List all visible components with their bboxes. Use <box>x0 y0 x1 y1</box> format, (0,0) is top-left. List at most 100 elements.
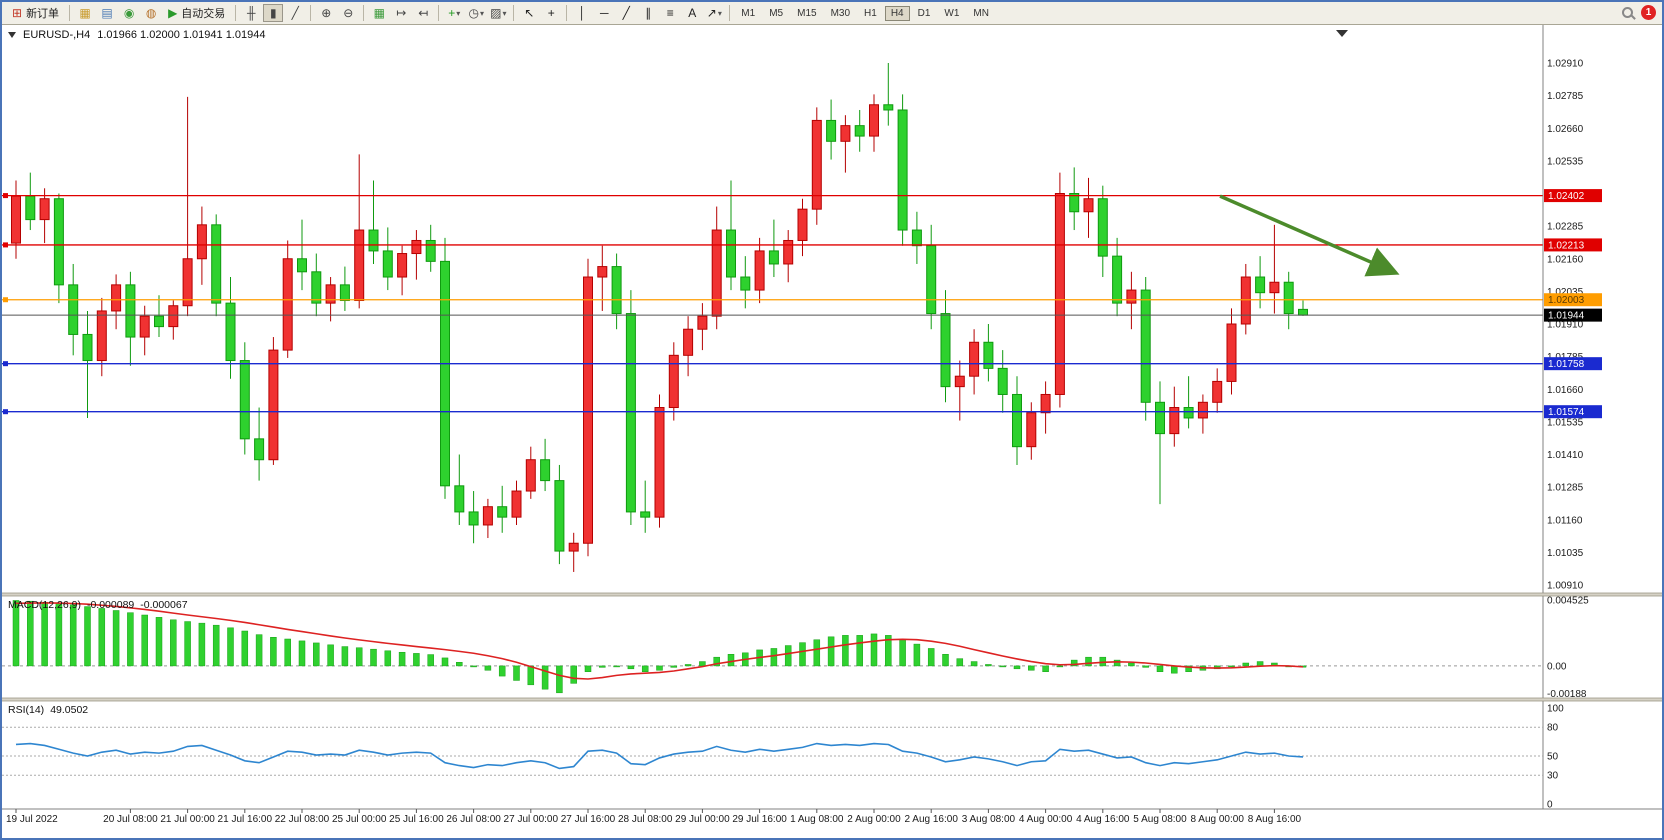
toolbar-separator <box>363 5 365 21</box>
candle <box>1140 277 1151 421</box>
trendline-icon[interactable]: ╱ <box>622 6 630 20</box>
candles <box>11 63 1308 572</box>
candle <box>1226 308 1237 395</box>
candle <box>854 109 865 152</box>
candle <box>82 310 93 418</box>
timeframe-m15-button[interactable]: M15 <box>797 7 817 19</box>
svg-text:1.00910: 1.00910 <box>1547 581 1584 592</box>
arrows-icon[interactable]: ↗ ▾ <box>706 6 722 20</box>
candle <box>397 245 408 296</box>
notification-badge[interactable]: 1 <box>1641 5 1656 20</box>
zoom-out-icon[interactable]: ⊖ <box>343 6 354 20</box>
horizontal-line-icon[interactable]: ─ <box>600 6 609 20</box>
svg-text:28 Jul 08:00: 28 Jul 08:00 <box>618 814 673 825</box>
bar-chart-icon[interactable]: ╫ <box>247 6 256 20</box>
candle <box>239 342 250 455</box>
candle <box>1026 402 1037 460</box>
hline-left-anchor <box>3 193 8 199</box>
toolbar-separator <box>310 5 312 21</box>
toolbar-separator <box>69 5 71 21</box>
auto-scroll-icon[interactable]: ↦ <box>396 6 407 20</box>
rsi-axis-labels: 100 80 50 30 0 <box>1547 704 1564 811</box>
fibonacci-icon[interactable]: ≡ <box>666 6 674 20</box>
candle <box>225 277 236 379</box>
candle <box>683 316 694 377</box>
candle <box>797 198 808 257</box>
price-tag <box>1544 189 1602 203</box>
chart-shift-marker[interactable] <box>1336 30 1348 37</box>
text-icon[interactable]: A <box>688 6 697 20</box>
svg-text:1.01574: 1.01574 <box>1548 407 1585 418</box>
auto-trading-button[interactable]: ▶ 自动交易 <box>162 3 231 23</box>
chart-shift-icon[interactable]: ↤ <box>418 6 429 20</box>
timeframe-m1-button[interactable]: M1 <box>741 7 756 19</box>
timeframe-m30-button[interactable]: M30 <box>830 7 851 19</box>
one-click-trading-toggle-icon[interactable] <box>8 32 16 38</box>
timeframe-h4-button[interactable]: H4 <box>884 5 910 21</box>
svg-text:1.01535: 1.01535 <box>1547 417 1584 428</box>
profiles-icon[interactable]: ▤ <box>101 6 113 20</box>
horizontal-lines <box>2 193 1543 415</box>
indicators-button[interactable]: + ▾ <box>448 6 461 20</box>
navigator-icon[interactable]: ◍ <box>145 6 157 20</box>
timeframe-d1-button[interactable]: D1 <box>917 7 931 19</box>
timeframe-mn-button[interactable]: MN <box>973 7 989 19</box>
candle <box>268 337 279 465</box>
svg-text:3 Aug 08:00: 3 Aug 08:00 <box>962 814 1016 825</box>
time-axis-labels: 19 Jul 2022 20 Jul 08:00 21 Jul 00:00 21 Ju… <box>6 809 1302 825</box>
trend-arrow-object[interactable] <box>1219 194 1400 277</box>
dropdown-arrow-icon: ▾ <box>717 8 722 18</box>
timeframe-m5-button[interactable]: M5 <box>769 7 784 19</box>
candle <box>11 180 21 259</box>
svg-text:1.02785: 1.02785 <box>1547 91 1584 102</box>
periods-button[interactable]: ◷ ▾ <box>468 6 485 20</box>
search-icon[interactable] <box>1622 7 1633 18</box>
svg-text:0.00: 0.00 <box>1547 661 1567 672</box>
zoom-in-icon[interactable]: ⊕ <box>321 6 332 20</box>
timeframe-h1-button[interactable]: H1 <box>864 7 877 19</box>
svg-text:27 Jul 16:00: 27 Jul 16:00 <box>561 814 616 825</box>
svg-text:1.01660: 1.01660 <box>1547 385 1584 396</box>
candle <box>568 532 579 572</box>
candle <box>1112 237 1123 317</box>
timeframe-w1-button[interactable]: W1 <box>944 7 960 19</box>
vertical-line-icon[interactable]: │ <box>578 6 587 20</box>
panel-divider[interactable] <box>2 698 1662 701</box>
svg-text:1.02535: 1.02535 <box>1547 156 1584 167</box>
tile-windows-icon[interactable]: ▦ <box>373 6 385 20</box>
candle <box>625 290 636 525</box>
price-tag <box>1544 238 1602 252</box>
candle <box>468 491 479 544</box>
candle <box>597 245 608 311</box>
candle <box>511 480 522 525</box>
candle <box>425 224 436 272</box>
candle <box>869 94 879 152</box>
hline-left-anchor <box>3 297 8 303</box>
candlestick-chart-icon[interactable]: ▮ <box>263 4 284 22</box>
candle <box>740 256 751 309</box>
main-toolbar: ⊞ 新订单 ▦ ▤ ◉ ◍ ▶ 自动交易 ╫ ▮ ╱ ⊕ ⊖ ▦ ↦ ↤ + ▾ ◷ ▾ ▨ ▾ ↖ + │ ─ ╱ ∥ ≡ A ↗ ▾ M1 M… <box>2 2 1662 25</box>
candle <box>811 107 822 225</box>
new-order-button-label: 新订单 <box>26 8 60 20</box>
panel-divider[interactable] <box>2 593 1662 596</box>
svg-text:1.02003: 1.02003 <box>1548 295 1585 306</box>
price-tag <box>1544 357 1602 371</box>
auto-trading-icon: ▶ <box>168 6 178 20</box>
templates-button[interactable]: ▨ ▾ <box>490 6 507 20</box>
new-chart-icon[interactable]: ▦ <box>79 6 91 20</box>
candle <box>969 329 980 395</box>
candle <box>611 253 622 330</box>
candle <box>997 350 1008 413</box>
dropdown-arrow-icon: ▾ <box>456 8 461 18</box>
cursor-icon[interactable]: ↖ <box>524 6 535 20</box>
rsi-line <box>15 742 1304 770</box>
candle <box>525 446 536 499</box>
equidistant-channel-icon[interactable]: ∥ <box>645 6 652 20</box>
new-order-button[interactable]: ⊞ 新订单 <box>6 3 65 23</box>
crosshair-icon[interactable]: + <box>547 6 555 20</box>
dropdown-arrow-icon: ▾ <box>502 8 507 18</box>
market-watch-icon[interactable]: ◉ <box>123 6 135 20</box>
candle <box>454 454 465 525</box>
line-chart-icon[interactable]: ╱ <box>291 6 299 20</box>
